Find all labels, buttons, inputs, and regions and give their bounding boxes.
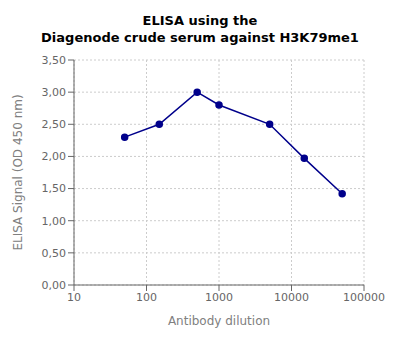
html-text:Diagenode crude serum against: Diagenode crude serum against H3K79me1: [41, 30, 359, 45]
svg-text:ELISA Signal (OD 450 nm): ELISA Signal (OD 450 nm): [11, 94, 25, 250]
svg-text:3,00: 3,00: [42, 86, 67, 99]
svg-text:100000: 100000: [343, 291, 385, 304]
svg-text:0,00: 0,00: [42, 279, 67, 292]
html-text:ELISA using the: ELISA using the: [142, 13, 258, 28]
svg-text:Antibody dilution: Antibody dilution: [168, 314, 270, 328]
svg-text:2,00: 2,00: [42, 150, 67, 163]
svg-text:1,50: 1,50: [42, 182, 67, 195]
svg-text:10: 10: [67, 291, 81, 304]
svg-text:2,50: 2,50: [42, 118, 67, 131]
svg-text:100: 100: [136, 291, 157, 304]
svg-text:1000: 1000: [205, 291, 233, 304]
svg-text:1,00: 1,00: [42, 215, 67, 228]
svg-text:0,50: 0,50: [42, 247, 67, 260]
svg-text:3,50: 3,50: [42, 54, 67, 67]
svg-text:10000: 10000: [274, 291, 309, 304]
